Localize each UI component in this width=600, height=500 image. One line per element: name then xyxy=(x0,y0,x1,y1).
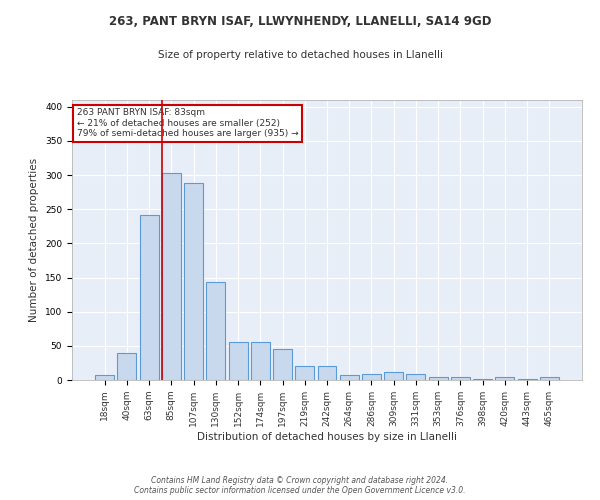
Bar xyxy=(206,282,225,380)
Bar xyxy=(317,366,337,380)
Bar xyxy=(384,372,403,380)
Bar xyxy=(540,378,559,380)
Bar xyxy=(406,374,425,380)
Bar xyxy=(295,366,314,380)
Bar xyxy=(362,374,381,380)
Y-axis label: Number of detached properties: Number of detached properties xyxy=(29,158,40,322)
Bar xyxy=(340,374,359,380)
Bar xyxy=(162,173,181,380)
Text: 263, PANT BRYN ISAF, LLWYNHENDY, LLANELLI, SA14 9GD: 263, PANT BRYN ISAF, LLWYNHENDY, LLANELL… xyxy=(109,15,491,28)
Bar xyxy=(229,342,248,380)
Bar xyxy=(473,378,492,380)
Bar xyxy=(273,350,292,380)
Text: Contains HM Land Registry data © Crown copyright and database right 2024.
Contai: Contains HM Land Registry data © Crown c… xyxy=(134,476,466,495)
Bar xyxy=(184,182,203,380)
Bar xyxy=(451,378,470,380)
Text: Size of property relative to detached houses in Llanelli: Size of property relative to detached ho… xyxy=(157,50,443,60)
Text: 263 PANT BRYN ISAF: 83sqm
← 21% of detached houses are smaller (252)
79% of semi: 263 PANT BRYN ISAF: 83sqm ← 21% of detac… xyxy=(77,108,299,138)
X-axis label: Distribution of detached houses by size in Llanelli: Distribution of detached houses by size … xyxy=(197,432,457,442)
Bar xyxy=(429,378,448,380)
Bar xyxy=(140,216,158,380)
Bar xyxy=(95,374,114,380)
Bar xyxy=(496,378,514,380)
Bar xyxy=(251,342,270,380)
Bar xyxy=(118,352,136,380)
